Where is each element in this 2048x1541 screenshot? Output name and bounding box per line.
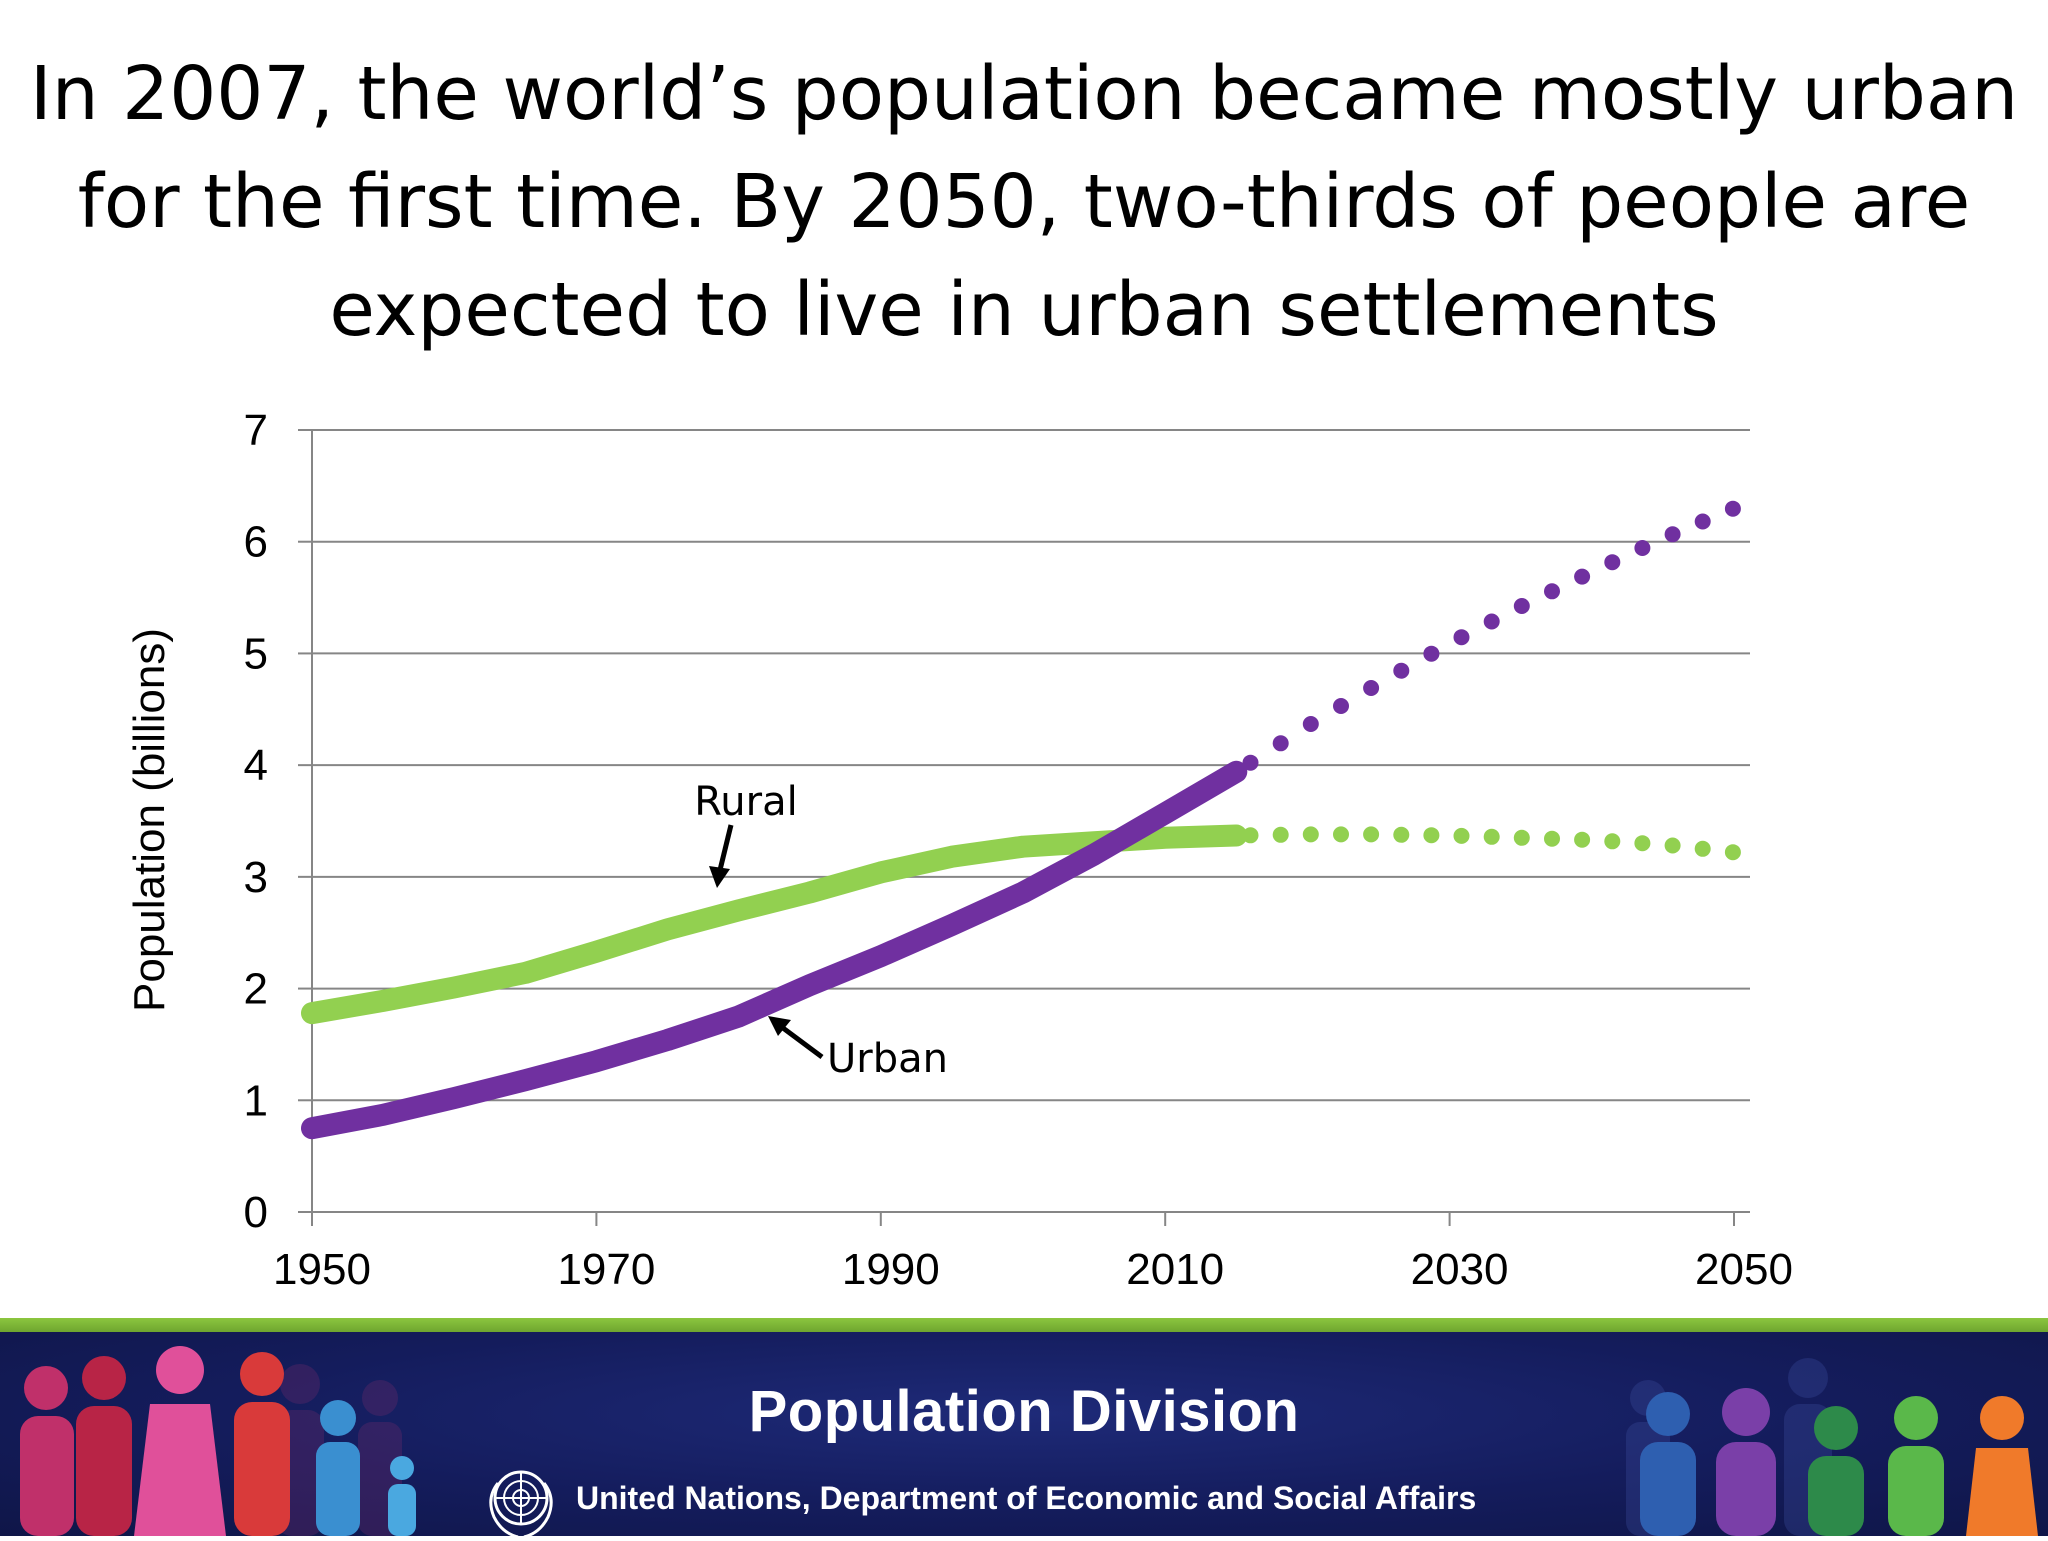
y-tick-label: 7 [244,406,268,455]
rural-projection-dots [1242,826,1741,861]
rural-annotation-label: Rural [694,779,797,825]
rural-projection-dot [1272,826,1289,843]
title-line: In 2007, the world’s population became m… [29,51,2019,137]
title-line: expected to live in urban settlements [329,267,1719,353]
title-line: for the first time. By 2050, two-thirds … [77,159,1971,245]
y-tick-label: 0 [244,1188,268,1237]
organization-name: United Nations, Department of Economic a… [576,1479,1477,1516]
y-axis-title: Population (billions) [125,628,174,1012]
rural-projection-dot [1453,827,1470,844]
urban-annotation-arrow [781,1025,824,1060]
rural-projection-dot [1634,835,1651,852]
urban-projection-dot [1423,645,1440,662]
urban-projection-dot [1363,680,1380,696]
rural-series-line [301,824,1248,1025]
urban-projection-dot [1664,526,1681,543]
rural-projection-dot [1483,828,1500,845]
rural-annotation-arrowhead [709,866,730,888]
x-tick-label: 2010 [1126,1245,1224,1294]
urban-projection-dot [1634,540,1651,556]
footer-banner: Population Division United Nations, Depa… [0,1318,2048,1539]
axes-layer [300,430,1750,1213]
y-tick-label: 1 [244,1076,268,1125]
rural-annotation-arrow [717,824,734,871]
grid-layer [312,429,1750,1102]
rural-projection-dot [1544,830,1560,847]
rural-projection-dot [1724,844,1741,861]
y-tick-label: 2 [244,965,268,1014]
urban-projection-dot [1513,598,1530,614]
x-tick-label: 2030 [1411,1245,1509,1294]
urban-projection-dot [1544,583,1560,600]
population-chart: 0 1 2 3 4 5 6 7 1950 1970 1990 2010 2030 2050 Populat… [125,406,1793,1294]
urban-projection-dots [1242,500,1741,771]
urban-projection-dot [1604,554,1621,571]
people-silhouettes-icon [20,1346,416,1536]
x-tick-label: 1950 [273,1245,371,1294]
rural-projection-dot [1664,837,1681,854]
y-tick-label: 4 [244,741,268,790]
urban-projection-dot [1242,754,1259,771]
annotation-layer: Rural Urban [694,779,948,1082]
rural-projection-dot [1513,829,1530,846]
x-tick-label: 2050 [1695,1245,1793,1294]
urban-projection-dot [1393,662,1410,679]
urban-projection-dot [1483,613,1500,630]
rural-projection-dot [1393,826,1410,843]
urban-projection-dot [1694,513,1711,530]
un-org-row: United Nations, Department of Economic a… [478,1458,1477,1539]
y-tick-label: 5 [244,629,268,678]
urban-projection-dot [1574,568,1591,585]
rural-projection-dot [1242,827,1259,844]
urban-projection-dot [1453,629,1470,646]
x-tick-label: 1970 [557,1245,655,1294]
series-layer [301,500,1741,1140]
rural-projection-dot [1302,826,1319,843]
rural-projection-dot [1363,826,1380,843]
rural-projection-dot [1694,840,1711,857]
urban-annotation-arrowhead [768,1016,791,1036]
urban-annotation-label: Urban [827,1036,948,1082]
urban-projection-dot [1333,698,1349,714]
x-tick-label: 1990 [842,1245,940,1294]
un-emblem-icon [489,1470,553,1539]
urban-projection-dot [1302,716,1319,732]
rural-projection-dot [1423,827,1440,844]
tick-layer: 0 1 2 3 4 5 6 7 1950 1970 1990 2010 2030 2050 [244,406,1793,1294]
urban-series-line [301,760,1248,1140]
y-tick-label: 6 [244,518,268,567]
urban-projection-dot [1724,500,1741,517]
y-tick-label: 3 [244,853,268,902]
rural-projection-dot [1574,831,1591,848]
slide-title: In 2007, the world’s population became m… [20,40,2028,364]
footer-stripe [0,1318,2048,1332]
rural-projection-dot [1333,826,1349,843]
people-silhouettes-icon [1626,1358,2038,1536]
urban-projection-dot [1272,735,1289,752]
rural-projection-dot [1604,833,1621,850]
division-name: Population Division [748,1379,1300,1444]
